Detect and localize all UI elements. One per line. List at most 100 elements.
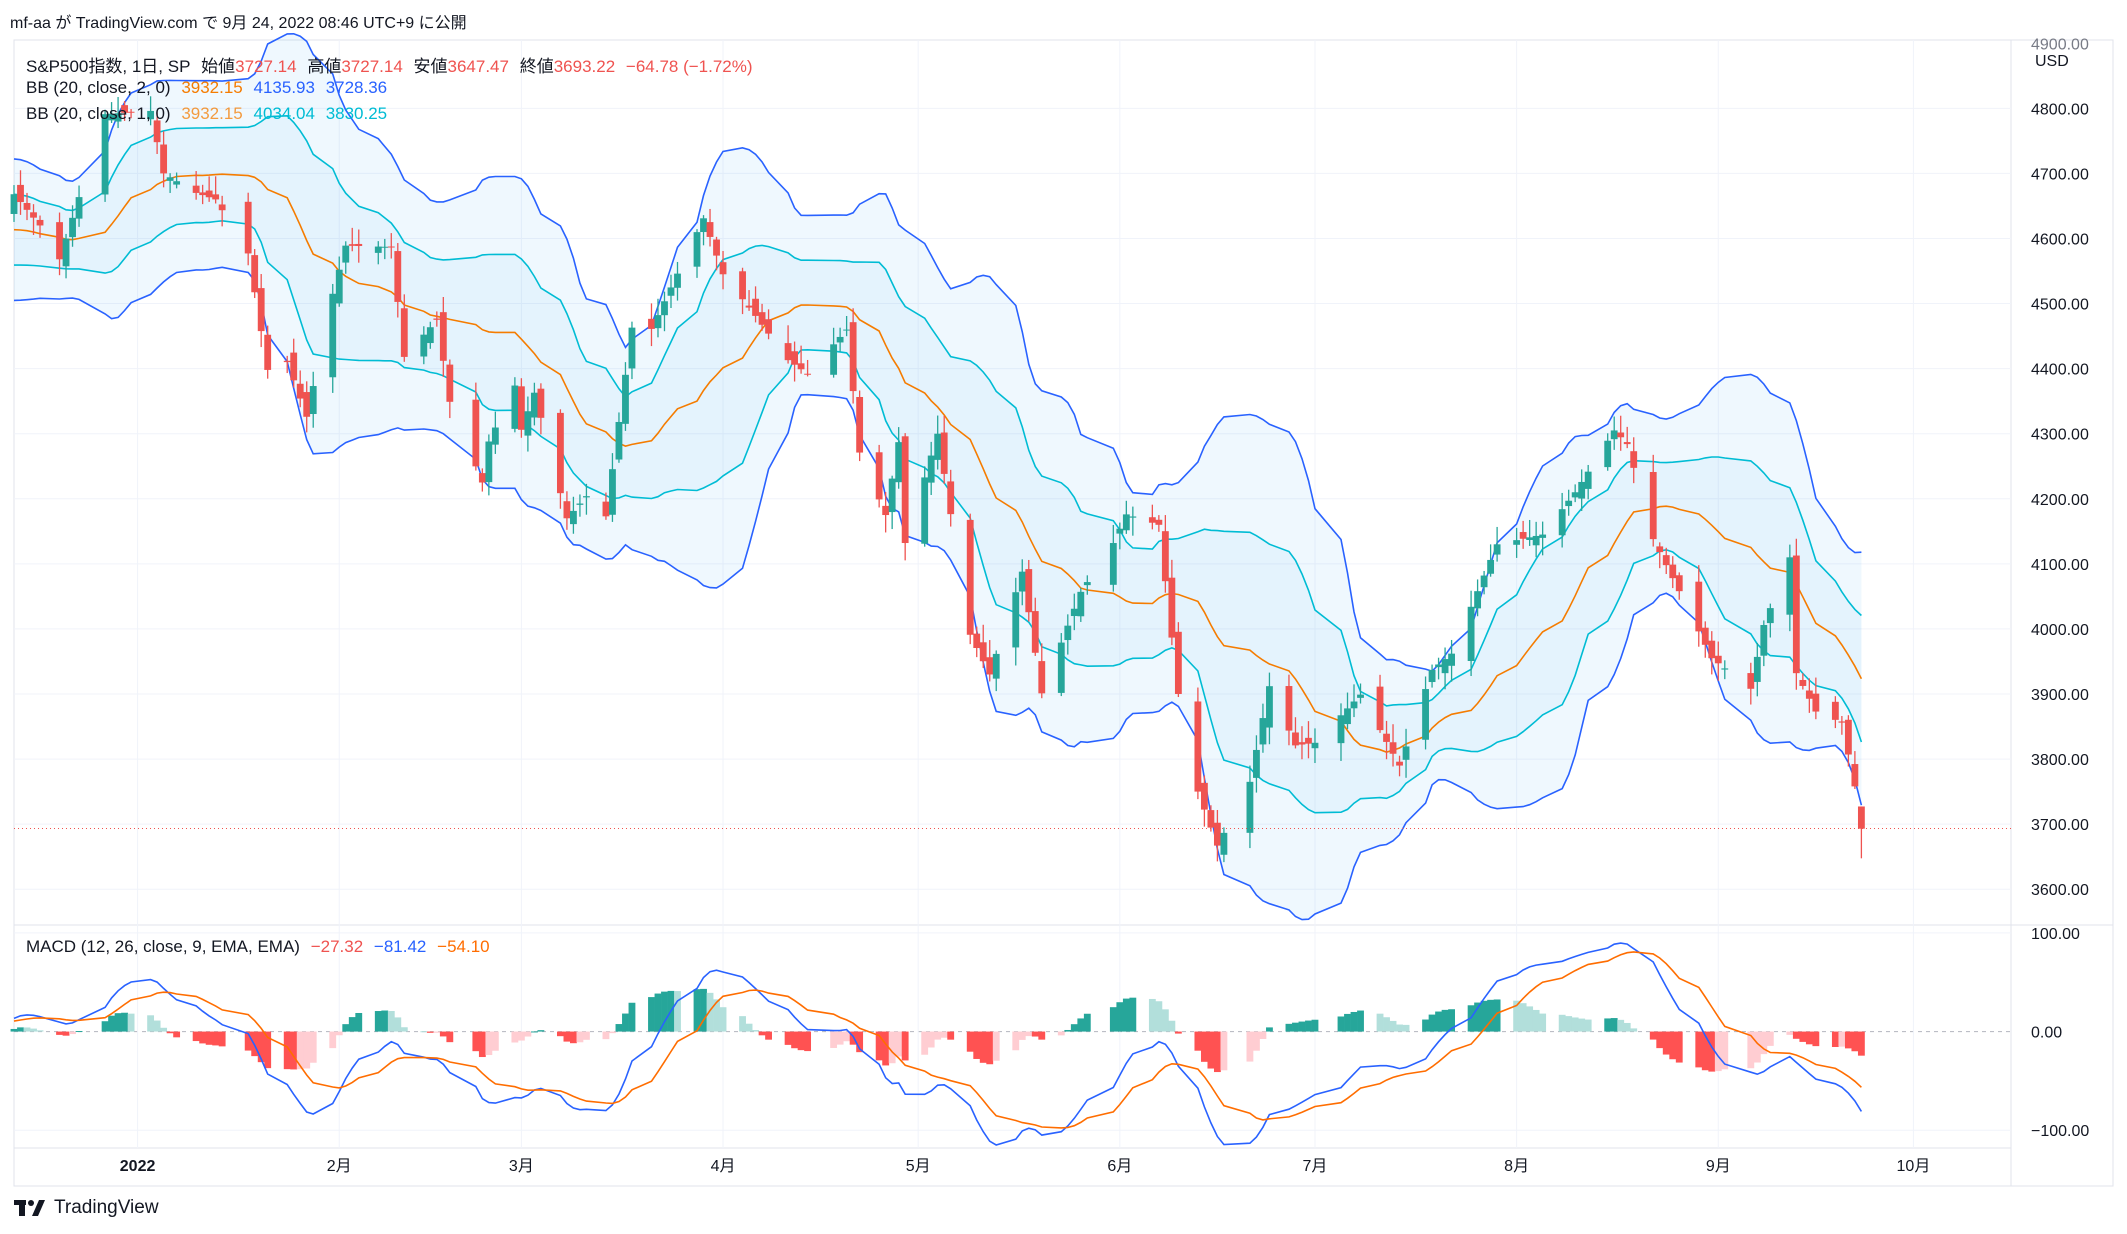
candle [1435,657,1442,680]
macd-histogram-bar [940,1031,948,1038]
macd-histogram-bar [1266,1027,1273,1032]
candle-body [693,232,701,267]
macd-histogram-bar [1844,1031,1852,1049]
macd-histogram-bar [205,1031,213,1045]
candle-body [23,203,31,210]
macd-histogram-bar [1292,1022,1299,1032]
macd-histogram-bar [1116,1002,1124,1032]
candle-body [1838,721,1846,723]
candle [1831,696,1839,729]
candle [1649,454,1657,547]
candle [1721,660,1729,680]
candle [556,409,564,509]
macd-histogram-bar [973,1031,981,1059]
candle [765,309,772,340]
candle-body [700,218,707,233]
candle-body [1018,571,1026,592]
candle [1519,520,1527,549]
price-axis-tick-label: 4000.00 [2031,622,2089,639]
macd-histogram-bar [1571,1017,1579,1032]
candle [667,274,675,308]
macd-histogram-bar [1474,1002,1482,1032]
candle [927,441,935,495]
candle [1064,614,1072,655]
macd-histogram-bar [342,1024,350,1032]
candle-body [1701,627,1709,645]
candle-body [797,363,805,370]
candle-body [570,510,577,525]
candle [1584,464,1592,500]
candle-body [1656,546,1664,553]
legend-high-label: 高値 [307,57,342,76]
candle [609,453,616,522]
macd-histogram-bar [1649,1031,1657,1040]
candle-body [335,269,343,304]
legend-symbol-row[interactable]: S&P500指数, 1日, SP 始値3727.14 高値3727.14 安値3… [26,52,759,77]
candle-body [192,185,200,193]
candle-body [1266,686,1273,728]
candle [1851,751,1859,789]
candle [1396,755,1403,777]
macd-histogram-bar [329,1031,337,1049]
candle-body [348,244,356,246]
candle [1747,662,1755,705]
candle-body [758,312,766,325]
legend-macd-row[interactable]: MACD (12, 26, close, 9, EMA, EMA) −27.32… [26,937,496,957]
candle-body [1122,514,1130,531]
price-axis-tick-label: 3700.00 [2031,817,2089,834]
candle-body [1623,442,1631,445]
candle-body [257,288,265,332]
candle-body [713,239,720,256]
macd-histogram-bar [212,1031,220,1046]
macd-histogram-bar [797,1031,805,1051]
candle [1714,641,1722,681]
tradingview-logo[interactable]: TradingView [14,1197,159,1219]
candle-body [609,469,616,515]
macd-histogram-bar [895,1031,903,1057]
candle-body [654,315,662,329]
candle [1578,469,1586,511]
candle [576,494,584,517]
macd-histogram-bar [1799,1031,1807,1042]
candle-body [1292,732,1299,746]
macd-histogram-bar [1337,1016,1345,1032]
macd-histogram-bar [127,1013,135,1032]
candle-body [1565,500,1573,507]
macd-histogram-bar [1083,1013,1091,1032]
candle-body [10,194,18,214]
candle-body [1831,701,1839,720]
candle [1675,572,1683,600]
candle-body [1519,532,1527,539]
candle [62,233,70,279]
candle [1441,647,1449,690]
candle-body [75,197,83,219]
legend-bb2-label: BB (20, close, 2, 0) [26,78,171,97]
candle-body [212,194,220,200]
legend-bb1-row[interactable]: BB (20, close, 1, 0) 3932.15 4034.04 383… [26,104,393,124]
candle-body [1376,686,1384,731]
macd-histogram-bar [979,1031,987,1063]
macd-histogram-bar [290,1031,298,1070]
axes: 3600.00 3700.00 3800.00 3900.00 4000.00 4100.… [120,36,2090,1175]
candle [1194,687,1202,800]
macd-histogram-bar [23,1027,31,1032]
macd-histogram-bar [1122,998,1130,1032]
legend-bb2-row[interactable]: BB (20, close, 2, 0) 3932.15 4135.93 372… [26,78,393,98]
macd-histogram-bar [1031,1031,1039,1037]
macd-histogram-bar [153,1020,161,1032]
macd-histogram-bar [1656,1031,1664,1049]
candle [387,233,395,259]
candle [719,250,727,290]
candle-body [1083,582,1091,586]
macd-histogram-bar [1565,1016,1573,1032]
macd-histogram-bar [1018,1031,1026,1040]
candle-body [979,642,987,662]
candle [1526,519,1534,546]
candle [1389,724,1397,767]
candle-body [882,505,890,516]
macd-line [13,942,1863,1146]
candle-body [303,392,311,417]
candle-body [400,308,408,357]
candle-body [1213,822,1221,846]
